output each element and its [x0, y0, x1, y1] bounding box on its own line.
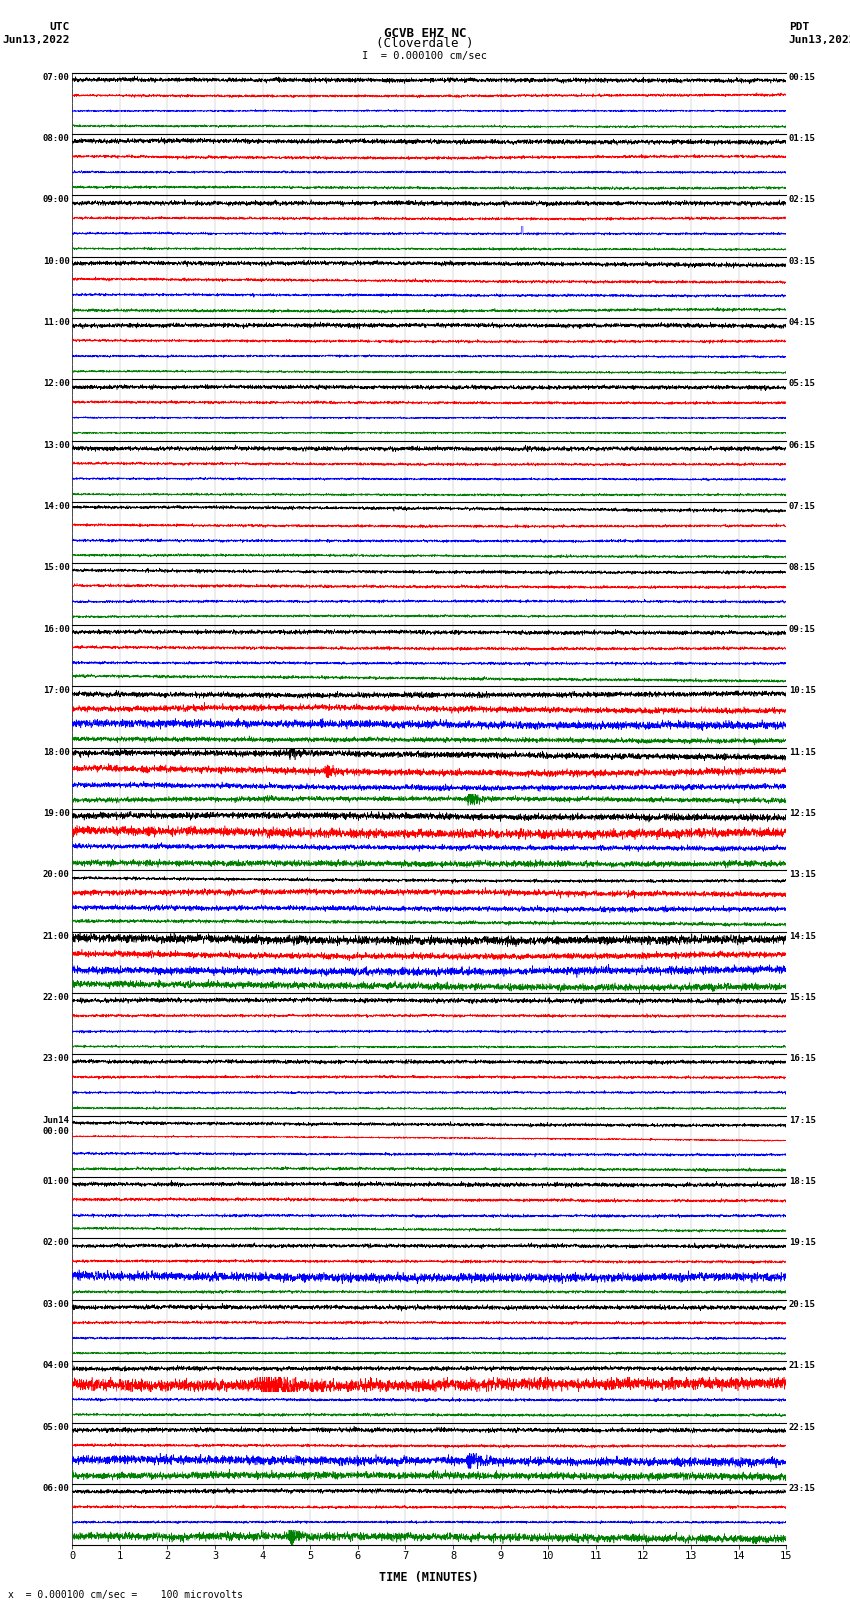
Text: 22:00: 22:00 [42, 994, 70, 1002]
Text: 23:15: 23:15 [789, 1484, 816, 1494]
Text: 08:15: 08:15 [789, 563, 816, 573]
Text: 01:15: 01:15 [789, 134, 816, 144]
Text: 20:00: 20:00 [42, 871, 70, 879]
Text: x  = 0.000100 cm/sec =    100 microvolts: x = 0.000100 cm/sec = 100 microvolts [8, 1590, 243, 1600]
Text: PDT: PDT [789, 23, 809, 32]
Text: 21:00: 21:00 [42, 932, 70, 940]
Text: Jun13,2022: Jun13,2022 [3, 35, 70, 45]
Text: 04:00: 04:00 [42, 1361, 70, 1369]
Text: I  = 0.000100 cm/sec: I = 0.000100 cm/sec [362, 52, 488, 61]
Text: 23:00: 23:00 [42, 1055, 70, 1063]
Text: 17:15: 17:15 [789, 1116, 816, 1124]
Text: GCVB EHZ NC: GCVB EHZ NC [383, 26, 467, 39]
Text: 09:00: 09:00 [42, 195, 70, 205]
Text: 03:15: 03:15 [789, 256, 816, 266]
Text: 07:15: 07:15 [789, 502, 816, 511]
Text: 06:15: 06:15 [789, 440, 816, 450]
Text: 00:15: 00:15 [789, 73, 816, 82]
Text: 20:15: 20:15 [789, 1300, 816, 1308]
Text: 16:15: 16:15 [789, 1055, 816, 1063]
Text: 01:00: 01:00 [42, 1177, 70, 1186]
Text: 05:15: 05:15 [789, 379, 816, 389]
Text: 04:15: 04:15 [789, 318, 816, 327]
Text: 14:15: 14:15 [789, 932, 816, 940]
Text: 21:15: 21:15 [789, 1361, 816, 1369]
Text: 00:00: 00:00 [42, 1127, 70, 1136]
Text: 11:15: 11:15 [789, 747, 816, 756]
Text: 22:15: 22:15 [789, 1423, 816, 1431]
Text: 18:00: 18:00 [42, 747, 70, 756]
Text: (Cloverdale ): (Cloverdale ) [377, 37, 473, 50]
Text: 06:00: 06:00 [42, 1484, 70, 1494]
Text: 02:00: 02:00 [42, 1239, 70, 1247]
Text: 14:00: 14:00 [42, 502, 70, 511]
Text: 18:15: 18:15 [789, 1177, 816, 1186]
Text: Jun14: Jun14 [42, 1116, 70, 1124]
Text: Jun13,2022: Jun13,2022 [789, 35, 850, 45]
Text: 13:00: 13:00 [42, 440, 70, 450]
Text: 17:00: 17:00 [42, 686, 70, 695]
Text: 05:00: 05:00 [42, 1423, 70, 1431]
Text: 19:15: 19:15 [789, 1239, 816, 1247]
Text: 15:15: 15:15 [789, 994, 816, 1002]
Text: 19:00: 19:00 [42, 808, 70, 818]
Text: 07:00: 07:00 [42, 73, 70, 82]
Text: 10:15: 10:15 [789, 686, 816, 695]
Text: 12:15: 12:15 [789, 808, 816, 818]
Text: 03:00: 03:00 [42, 1300, 70, 1308]
Text: 13:15: 13:15 [789, 871, 816, 879]
Text: 15:00: 15:00 [42, 563, 70, 573]
Text: 16:00: 16:00 [42, 624, 70, 634]
Text: 12:00: 12:00 [42, 379, 70, 389]
Text: TIME (MINUTES): TIME (MINUTES) [379, 1571, 479, 1584]
Text: 11:00: 11:00 [42, 318, 70, 327]
Text: 10:00: 10:00 [42, 256, 70, 266]
Text: 09:15: 09:15 [789, 624, 816, 634]
Text: 08:00: 08:00 [42, 134, 70, 144]
Text: 02:15: 02:15 [789, 195, 816, 205]
Text: UTC: UTC [49, 23, 70, 32]
